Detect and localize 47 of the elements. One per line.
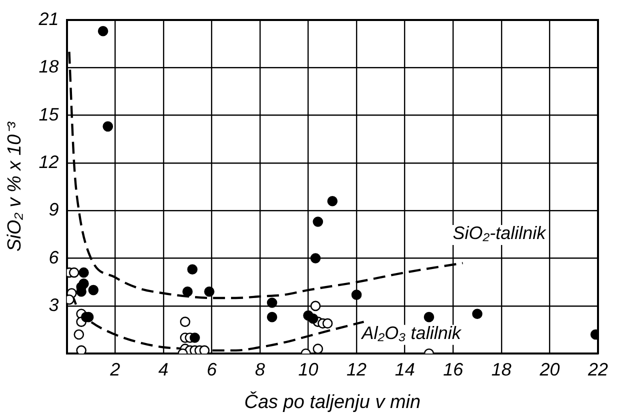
series-label: Al₂O₃ talilnik	[360, 322, 462, 343]
x-tick-label: 14	[394, 359, 415, 380]
y-axis-title: SiO₂ v % x 10⁻³	[4, 121, 26, 252]
y-tick-label: 9	[48, 200, 59, 220]
point	[180, 316, 190, 327]
point	[102, 121, 114, 132]
y-tick-label: 3	[48, 294, 59, 315]
y-tick-label: 18	[38, 56, 59, 77]
x-tick-label: 6	[206, 359, 218, 380]
point	[312, 216, 324, 227]
point	[308, 314, 318, 324]
point	[266, 298, 278, 308]
point	[266, 312, 278, 322]
x-tick-label: 10	[298, 359, 318, 380]
point	[68, 267, 80, 278]
y-tick-label: 12	[38, 152, 59, 172]
point	[98, 26, 108, 36]
x-tick-label: 22	[586, 359, 608, 380]
point	[187, 264, 198, 275]
x-tick-label: 20	[538, 359, 560, 380]
point	[88, 284, 99, 296]
point	[351, 290, 362, 300]
series-label: SiO₂-talilnik	[452, 223, 547, 244]
point	[472, 308, 482, 320]
y-tick-label: 6	[48, 247, 60, 268]
point	[78, 267, 89, 278]
point	[322, 318, 333, 329]
point	[182, 286, 193, 297]
point	[312, 344, 324, 354]
x-tick-label: 18	[491, 359, 512, 380]
point	[76, 345, 86, 354]
y-tick-label: 21	[38, 9, 59, 29]
point	[327, 196, 338, 206]
point	[204, 286, 214, 297]
point	[190, 332, 200, 343]
x-tick-label: 2	[109, 359, 120, 380]
point	[74, 329, 84, 340]
x-tick-label: 16	[443, 359, 464, 380]
x-tick-label: 4	[158, 359, 168, 380]
x-tick-label: 8	[254, 359, 265, 380]
x-axis-title: Čas po taljenju v min	[244, 390, 421, 413]
point	[310, 253, 321, 264]
x-tick-label: 12	[346, 359, 367, 380]
y-tick-label: 15	[38, 104, 60, 124]
point	[424, 312, 434, 322]
point	[310, 300, 321, 312]
point	[199, 345, 210, 354]
